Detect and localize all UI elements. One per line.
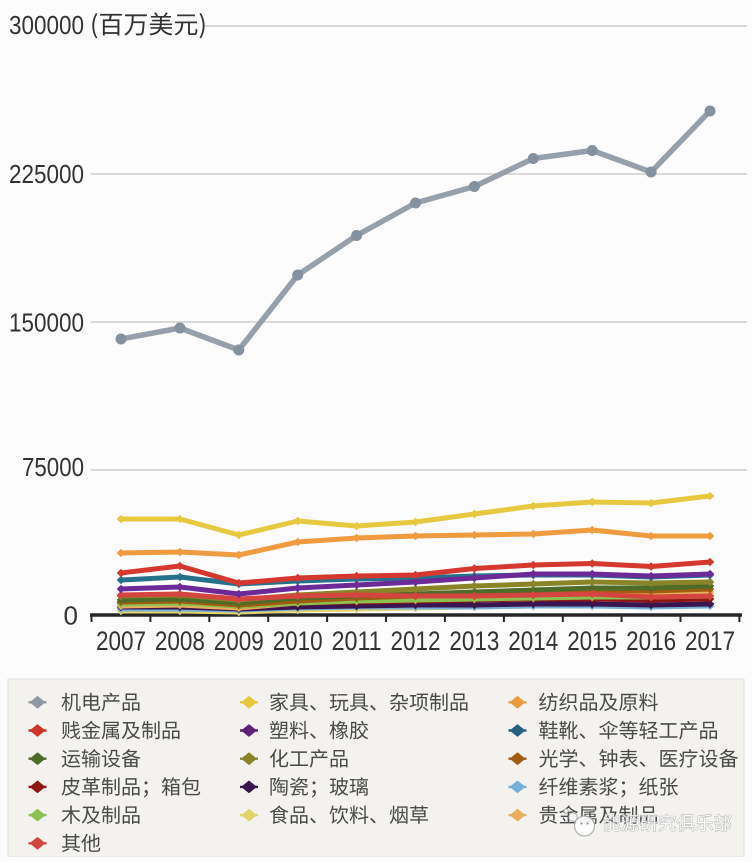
svg-text:300000: 300000 <box>9 10 84 40</box>
svg-text:2017: 2017 <box>685 626 735 656</box>
svg-text:2016: 2016 <box>626 626 676 656</box>
svg-text:2013: 2013 <box>449 626 499 656</box>
svg-text:225000: 225000 <box>9 159 84 189</box>
svg-text:2012: 2012 <box>391 626 441 656</box>
svg-text:2010: 2010 <box>273 626 323 656</box>
svg-text:2015: 2015 <box>567 626 617 656</box>
svg-text:150000: 150000 <box>9 308 84 338</box>
svg-text:2009: 2009 <box>214 626 264 656</box>
svg-text:2008: 2008 <box>155 626 205 656</box>
svg-text:75000: 75000 <box>22 452 84 482</box>
svg-text:2011: 2011 <box>332 626 382 656</box>
svg-text:0: 0 <box>64 601 78 631</box>
svg-text:2007: 2007 <box>96 626 146 656</box>
svg-text:2014: 2014 <box>508 626 558 656</box>
